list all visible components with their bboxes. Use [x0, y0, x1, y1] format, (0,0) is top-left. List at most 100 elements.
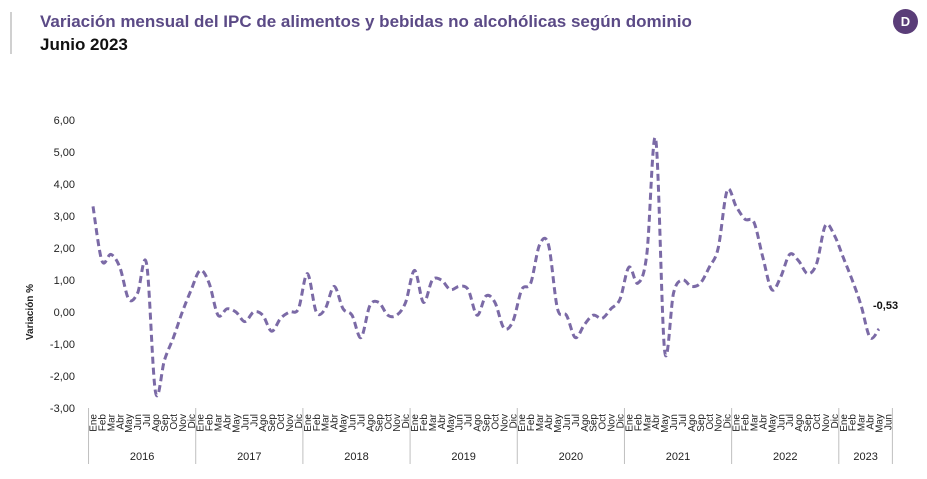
data-point	[565, 314, 568, 317]
data-point	[315, 311, 318, 314]
data-point	[761, 256, 764, 259]
month-tick-label: Ago	[258, 414, 269, 432]
year-label: 2018	[344, 451, 368, 463]
data-point	[833, 234, 836, 237]
y-tick-label: 2,00	[54, 243, 75, 255]
month-tick-label: Oct	[812, 414, 823, 430]
data-point	[476, 314, 479, 317]
data-point	[127, 298, 130, 301]
data-point	[842, 256, 845, 259]
month-tick-label: May	[553, 414, 564, 433]
data-point	[163, 359, 166, 362]
data-point	[404, 301, 407, 304]
month-tick-label: Jun	[776, 414, 787, 430]
year-label: 2022	[773, 451, 797, 463]
month-tick-label: May	[767, 414, 778, 433]
month-tick-label: Jun	[348, 414, 359, 430]
data-point	[744, 218, 747, 221]
data-point	[386, 314, 389, 317]
data-point	[618, 298, 621, 301]
month-tick-label: Feb	[312, 414, 323, 432]
year-label: 2016	[130, 451, 154, 463]
data-point	[395, 314, 398, 317]
month-tick-label: Feb	[741, 414, 752, 432]
data-point	[699, 282, 702, 285]
data-point	[654, 138, 657, 141]
data-point	[681, 279, 684, 282]
data-point	[225, 307, 228, 310]
month-tick-label: Jul	[785, 414, 796, 427]
month-tick-label: May	[875, 414, 886, 433]
y-tick-label: 6,00	[54, 115, 75, 127]
month-tick-label: Jun	[562, 414, 573, 430]
data-point	[690, 285, 693, 288]
logo-icon[interactable]: D	[893, 9, 918, 34]
data-point	[502, 327, 505, 330]
month-tick-label: Abr	[758, 413, 769, 429]
month-tick-label: Sep	[803, 414, 814, 432]
data-point	[672, 291, 675, 294]
data-point	[592, 314, 595, 317]
y-axis-title: Variación %	[25, 284, 36, 340]
data-point	[735, 205, 738, 208]
data-point	[529, 282, 532, 285]
month-tick-label: Ene	[839, 414, 850, 432]
month-tick-label: Mar	[535, 413, 546, 431]
month-tick-label: Ene	[303, 414, 314, 432]
data-point	[636, 282, 639, 285]
month-tick-label: Feb	[848, 414, 859, 432]
data-point	[878, 327, 881, 330]
data-point	[154, 391, 157, 394]
y-tick-label: -3,00	[50, 403, 75, 415]
data-point	[449, 288, 452, 291]
data-point	[368, 304, 371, 307]
data-point	[431, 279, 434, 282]
month-tick-label: Sep	[267, 414, 278, 432]
data-point	[100, 259, 103, 262]
logo-letter: D	[900, 14, 911, 29]
data-point	[297, 307, 300, 310]
month-tick-label: Abr	[544, 413, 555, 429]
month-tick-label: May	[660, 414, 671, 433]
data-point	[440, 279, 443, 282]
month-tick-label: Jun	[240, 414, 251, 430]
month-tick-label: Mar	[750, 413, 761, 431]
month-tick-label: Mar	[857, 413, 868, 431]
data-point	[92, 205, 95, 208]
data-point	[136, 291, 139, 294]
year-label: 2020	[559, 451, 583, 463]
month-tick-label: Feb	[633, 414, 644, 432]
data-point	[422, 301, 425, 304]
month-tick-label: Sep	[482, 414, 493, 432]
month-tick-label: Abr	[223, 413, 234, 429]
month-tick-label: Mar	[106, 413, 117, 431]
month-tick-label: Ene	[410, 414, 421, 432]
data-point	[199, 269, 202, 272]
data-point	[333, 285, 336, 288]
month-tick-label: Feb	[205, 414, 216, 432]
data-point	[645, 253, 648, 256]
year-label: 2017	[237, 451, 261, 463]
y-axis: -3,00 -2,00 -1,00 0,00 1,00 2,00 3,00 4,00 5,00 6…	[50, 115, 75, 415]
y-tick-label: 0,00	[54, 307, 75, 319]
month-tick-label: Dic	[508, 414, 519, 428]
data-point	[556, 307, 559, 310]
data-point	[324, 307, 327, 310]
year-label: 2019	[451, 451, 475, 463]
month-tick-label: Feb	[526, 414, 537, 432]
data-point	[359, 336, 362, 339]
last-value-label: -0,53	[873, 300, 898, 312]
month-tick-label: Dic	[187, 414, 198, 428]
month-tick-label: Jul	[571, 414, 582, 427]
y-tick-label: -2,00	[50, 371, 75, 383]
month-tick-label: Dic	[616, 414, 627, 428]
data-point	[511, 320, 514, 323]
month-tick-label: Mar	[214, 413, 225, 431]
data-point	[243, 320, 246, 323]
month-tick-label: Nov	[714, 414, 725, 432]
data-point	[770, 288, 773, 291]
month-tick-label: Ene	[732, 414, 743, 432]
month-tick-label: Nov	[285, 414, 296, 432]
month-tick-label: Oct	[276, 414, 287, 430]
